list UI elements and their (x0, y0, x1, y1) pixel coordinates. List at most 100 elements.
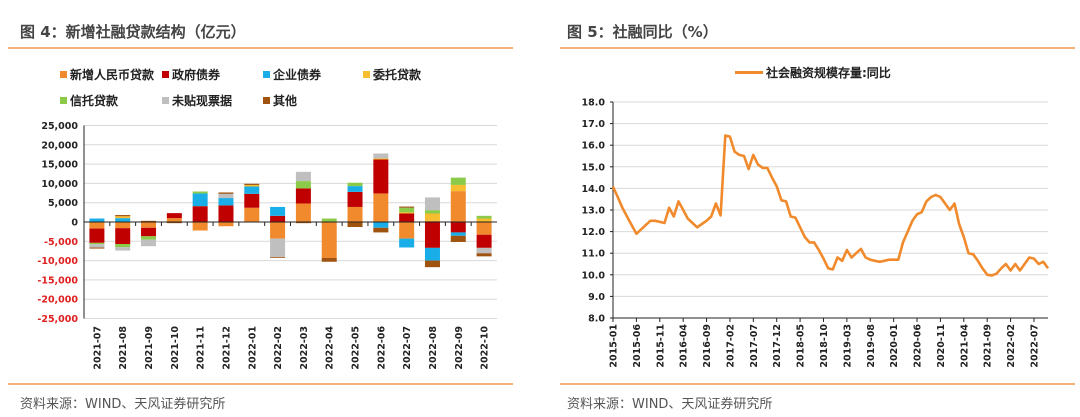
bar-segment (270, 206, 286, 216)
bar-segment (450, 222, 466, 233)
y-tick-label: 8.0 (588, 314, 605, 325)
y-tick-label: 15.0 (582, 162, 606, 173)
x-tick-label: 2020-01 (889, 324, 900, 368)
bar-segment (295, 171, 311, 182)
bar-segment (270, 215, 286, 222)
x-tick-label: 2018-05 (796, 324, 807, 368)
bar-segment (450, 184, 466, 192)
x-tick-label: 2017-12 (772, 324, 783, 368)
y-tick-label: 0 (71, 218, 78, 229)
x-tick-label: 2022-07 (1029, 324, 1040, 368)
bar-segment (373, 193, 389, 222)
legend-swatch (60, 71, 67, 78)
x-tick-label: 2017-02 (725, 324, 736, 368)
x-tick-label: 2021-09 (983, 324, 994, 368)
bar-segment (244, 207, 260, 222)
x-tick-label: 2021-09 (144, 326, 155, 370)
bar-segment (192, 206, 208, 222)
x-tick-label: 2022-10 (480, 326, 491, 370)
bar-segment (347, 206, 363, 222)
x-tick-label: 2022-08 (428, 326, 439, 370)
x-tick-label: 2019-08 (866, 324, 877, 368)
legend-swatch (162, 97, 169, 104)
left-chart-title: 图 4：新增社融贷款结构（亿元） (20, 23, 246, 41)
y-tick-label: 10,000 (41, 179, 78, 190)
bar-segment (399, 222, 415, 239)
x-tick-label: 2022-07 (402, 326, 413, 370)
bar-segment (244, 184, 260, 187)
x-tick-label: 2022-06 (376, 326, 387, 370)
bar-segment (89, 244, 105, 248)
y-tick-label: -25,000 (37, 314, 78, 325)
y-tick-label: 15,000 (41, 160, 78, 171)
bar-segment (141, 227, 157, 237)
bar-segment (218, 198, 234, 206)
legend-label: 其他 (273, 94, 298, 108)
bar-segment (295, 181, 311, 189)
y-tick-label: -20,000 (37, 295, 78, 306)
x-tick-label: 2021-08 (118, 326, 129, 370)
x-tick-label: 2022-03 (299, 326, 310, 370)
x-tick-label: 2021-07 (92, 326, 103, 370)
y-tick-label: -5,000 (44, 237, 78, 248)
legend-label: 信托贷款 (70, 94, 119, 108)
bar-segment (450, 177, 466, 185)
bar-segment (89, 218, 105, 222)
bar-segment (270, 238, 286, 258)
x-tick-label: 2018-10 (819, 324, 830, 368)
legend-item: 企业债券 (263, 66, 321, 83)
y-tick-label: 12.0 (582, 227, 606, 238)
legend-item: 政府债券 (162, 66, 220, 83)
bar-segment (141, 220, 157, 222)
x-tick-label: 2019-03 (842, 324, 853, 368)
legend-item: 委托贷款 (363, 66, 421, 83)
y-tick-label: -15,000 (37, 275, 78, 286)
bar-segment (424, 210, 440, 214)
x-tick-label: 2022-01 (247, 326, 258, 370)
left-header-rule (8, 47, 513, 49)
bar-segment (399, 212, 415, 214)
bar-segment (295, 222, 311, 224)
x-tick-label: 2021-10 (170, 326, 181, 370)
bar-segment (321, 222, 337, 258)
bar-segment (115, 228, 131, 245)
bar-segment (89, 242, 105, 245)
x-tick-label: 2015-11 (655, 324, 666, 368)
bar-segment (399, 213, 415, 222)
bar-segment (424, 197, 440, 211)
y-tick-label: 14.0 (582, 184, 606, 195)
bar-segment (192, 193, 208, 207)
bar-segment (244, 183, 260, 185)
bar-segment (89, 228, 105, 243)
right-footer-rule (560, 383, 1075, 385)
legend-label: 政府债券 (172, 68, 221, 82)
legend-swatch (263, 97, 270, 104)
bar-segment (450, 235, 466, 242)
bar-segment (166, 213, 182, 219)
legend-swatch (263, 71, 270, 78)
bar-segment (399, 206, 415, 208)
left-source-note: 资料来源：WIND、天风证券研究所 (20, 397, 226, 412)
bar-segment (89, 222, 105, 229)
bar-segment (373, 222, 389, 228)
y-tick-label: 18.0 (582, 98, 606, 109)
bar-segment (115, 215, 131, 217)
bar-segment (192, 222, 208, 231)
x-tick-label: 2021-11 (196, 326, 207, 370)
legend-label: 委托贷款 (373, 68, 422, 82)
bar-segment (141, 222, 157, 228)
bar-segment (218, 222, 234, 227)
x-tick-label: 2022-02 (273, 326, 284, 370)
bar-segment (476, 218, 492, 222)
y-tick-label: 11.0 (582, 249, 606, 260)
legend-label: 社会融资规模存量:同比 (766, 66, 891, 80)
bar-segment (244, 193, 260, 208)
bar-segment (192, 191, 208, 194)
bar-segment (399, 207, 415, 213)
legend-item: 新增人民币贷款 (60, 66, 154, 83)
bar-segment (347, 191, 363, 207)
left-footer-rule (8, 383, 513, 385)
bar-segment (89, 247, 105, 249)
line-series (611, 134, 1050, 277)
